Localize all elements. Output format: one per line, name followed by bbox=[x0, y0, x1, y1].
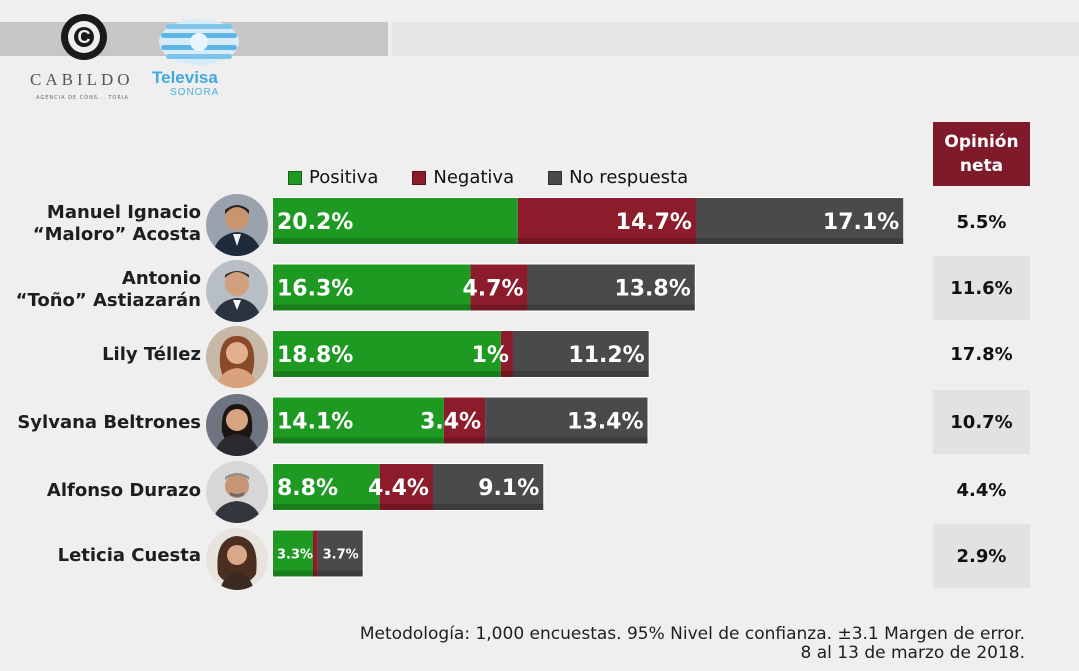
candidate-name-cuesta: Leticia Cuesta bbox=[57, 545, 201, 566]
bar-value-label-positiva: 14.1% bbox=[277, 410, 353, 435]
bar-segment-positiva bbox=[273, 530, 313, 577]
bar-segment-no-respuesta bbox=[485, 397, 648, 444]
bar-segment-negativa bbox=[517, 198, 696, 244]
net-opinion-tellez: 17.8% bbox=[950, 343, 1013, 365]
bar-segment-no-respuesta bbox=[432, 464, 544, 510]
bar-segment-negativa bbox=[500, 331, 513, 377]
bar-segment-shadow bbox=[500, 371, 513, 377]
bar-segment-shadow bbox=[695, 238, 904, 244]
bar-value-label-negativa: 1% bbox=[472, 343, 509, 368]
methodology-note: Metodología: 1,000 encuestas. 95% Nivel … bbox=[360, 625, 1025, 663]
bar-segment-shadow bbox=[517, 238, 696, 244]
legend-swatch-negativa bbox=[412, 170, 427, 185]
bar-segment-positiva bbox=[273, 198, 518, 244]
net-opinion-durazo: 4.4% bbox=[956, 479, 1007, 501]
televisa-logo: Televisa SONORA bbox=[152, 18, 248, 100]
methodology-line: Metodología: 1,000 encuestas. 95% Nivel … bbox=[359, 624, 1025, 644]
bar-segment-shadow bbox=[443, 437, 486, 444]
chart-legend: Positiva Negativa No respuesta bbox=[288, 167, 722, 188]
bar-value-label-no-respuesta: 17.1% bbox=[823, 210, 899, 235]
bar-segment-negativa bbox=[470, 264, 528, 311]
bar-segment-shadow bbox=[273, 238, 518, 244]
candidate-photo-cuesta bbox=[206, 528, 268, 590]
net-opinion-header: Opinión neta bbox=[933, 122, 1030, 186]
bar-value-label-positiva: 20.2% bbox=[277, 210, 353, 235]
bar-value-label-no-respuesta: 3.7% bbox=[323, 548, 359, 563]
candidate-name-beltrones: Sylvana Beltrones bbox=[17, 412, 201, 433]
cabildo-emblem-icon bbox=[61, 14, 107, 60]
cabildo-tagline: AGENCIA DE CONS... TORIA bbox=[36, 95, 129, 101]
legend-label-no-respuesta: No respuesta bbox=[569, 167, 689, 188]
bar-value-label-no-respuesta: 11.2% bbox=[568, 343, 644, 368]
bar-segment-negativa bbox=[443, 397, 486, 444]
bar-segment-positiva bbox=[273, 264, 471, 311]
bar-value-label-no-respuesta: 13.4% bbox=[567, 410, 643, 435]
bar-value-label-no-respuesta: 13.8% bbox=[614, 277, 690, 302]
bar-segment-shadow bbox=[470, 304, 528, 311]
legend-item-positiva: Positiva bbox=[288, 167, 378, 188]
bar-segment-shadow bbox=[273, 304, 471, 311]
net-opinion-cuesta: 2.9% bbox=[933, 524, 1030, 588]
bar-value-label-negativa: 14.7% bbox=[616, 210, 692, 235]
bar-segment-shadow bbox=[317, 570, 363, 577]
candidate-name-tellez: Lily Téllez bbox=[102, 344, 201, 365]
bar-segment-shadow bbox=[485, 437, 648, 444]
bar-segment-negativa bbox=[312, 530, 318, 577]
header-band-right bbox=[392, 22, 1079, 56]
bar-segment-positiva bbox=[273, 397, 444, 444]
bar-segment-shadow bbox=[512, 371, 649, 377]
legend-item-negativa: Negativa bbox=[412, 167, 514, 188]
net-opinion-astiazaran: 11.6% bbox=[933, 256, 1030, 320]
bar-segment-shadow bbox=[273, 437, 444, 444]
bar-value-label-negativa: 3.4% bbox=[420, 410, 481, 435]
candidate-name-acosta: Manuel Ignacio “Maloro” Acosta bbox=[32, 202, 201, 245]
candidate-name-astiazaran: Antonio “Toño” Astiazarán bbox=[15, 268, 201, 311]
cabildo-wordmark: CABILDO bbox=[30, 70, 134, 89]
bar-segment-shadow bbox=[527, 304, 695, 311]
bar-value-label-positiva: 18.8% bbox=[277, 343, 353, 368]
bar-segment-shadow bbox=[273, 570, 313, 577]
bar-value-label-positiva: 3.3% bbox=[277, 548, 313, 563]
legend-swatch-positiva bbox=[288, 170, 302, 185]
bar-segment-no-respuesta bbox=[512, 331, 649, 377]
legend-label-positiva: Positiva bbox=[309, 167, 379, 188]
bar-segment-shadow bbox=[273, 371, 501, 377]
net-opinion-beltrones: 10.7% bbox=[933, 390, 1030, 454]
bar-segment-no-respuesta bbox=[317, 530, 363, 577]
televisa-region: SONORA bbox=[170, 87, 220, 98]
legend-item-no-respuesta: No respuesta bbox=[548, 167, 688, 188]
bar-segment-positiva bbox=[273, 331, 501, 377]
bar-value-label-positiva: 8.8% bbox=[277, 476, 338, 501]
candidate-photo-astiazaran bbox=[206, 260, 268, 322]
televisa-wordmark: Televisa bbox=[152, 68, 218, 87]
net-opinion-header-line2: neta bbox=[959, 156, 1004, 176]
candidate-photo-acosta bbox=[206, 194, 268, 256]
bar-value-label-no-respuesta: 9.1% bbox=[478, 476, 539, 501]
bar-value-label-negativa: 4.4% bbox=[368, 476, 429, 501]
net-opinion-acosta: 5.5% bbox=[956, 211, 1007, 233]
candidate-photo-durazo bbox=[206, 461, 268, 523]
bar-segment-no-respuesta bbox=[527, 264, 695, 311]
candidate-name-durazo: Alfonso Durazo bbox=[46, 480, 201, 501]
bar-value-label-positiva: 16.3% bbox=[277, 277, 353, 302]
legend-swatch-no-respuesta bbox=[548, 170, 563, 185]
bar-segment-shadow bbox=[432, 504, 544, 510]
bar-segment-positiva bbox=[273, 464, 380, 510]
bar-segment-shadow bbox=[379, 504, 433, 510]
bar-segment-shadow bbox=[273, 504, 380, 510]
candidate-photo-tellez bbox=[206, 326, 268, 388]
net-opinion-header-line1: Opinión bbox=[944, 132, 1019, 152]
bar-segment-negativa bbox=[379, 464, 433, 510]
bar-segment-shadow bbox=[312, 570, 318, 577]
cabildo-logo: C CABILDO AGENCIA DE CONS... TORIA bbox=[28, 14, 158, 104]
bar-value-label-negativa: 4.7% bbox=[463, 277, 524, 302]
bar-segment-no-respuesta bbox=[695, 198, 904, 244]
televisa-eye-icon bbox=[159, 19, 239, 65]
legend-label-negativa: Negativa bbox=[433, 167, 515, 188]
candidate-photo-beltrones bbox=[206, 394, 268, 456]
survey-dates: 8 al 13 de marzo de 2018. bbox=[800, 643, 1025, 663]
